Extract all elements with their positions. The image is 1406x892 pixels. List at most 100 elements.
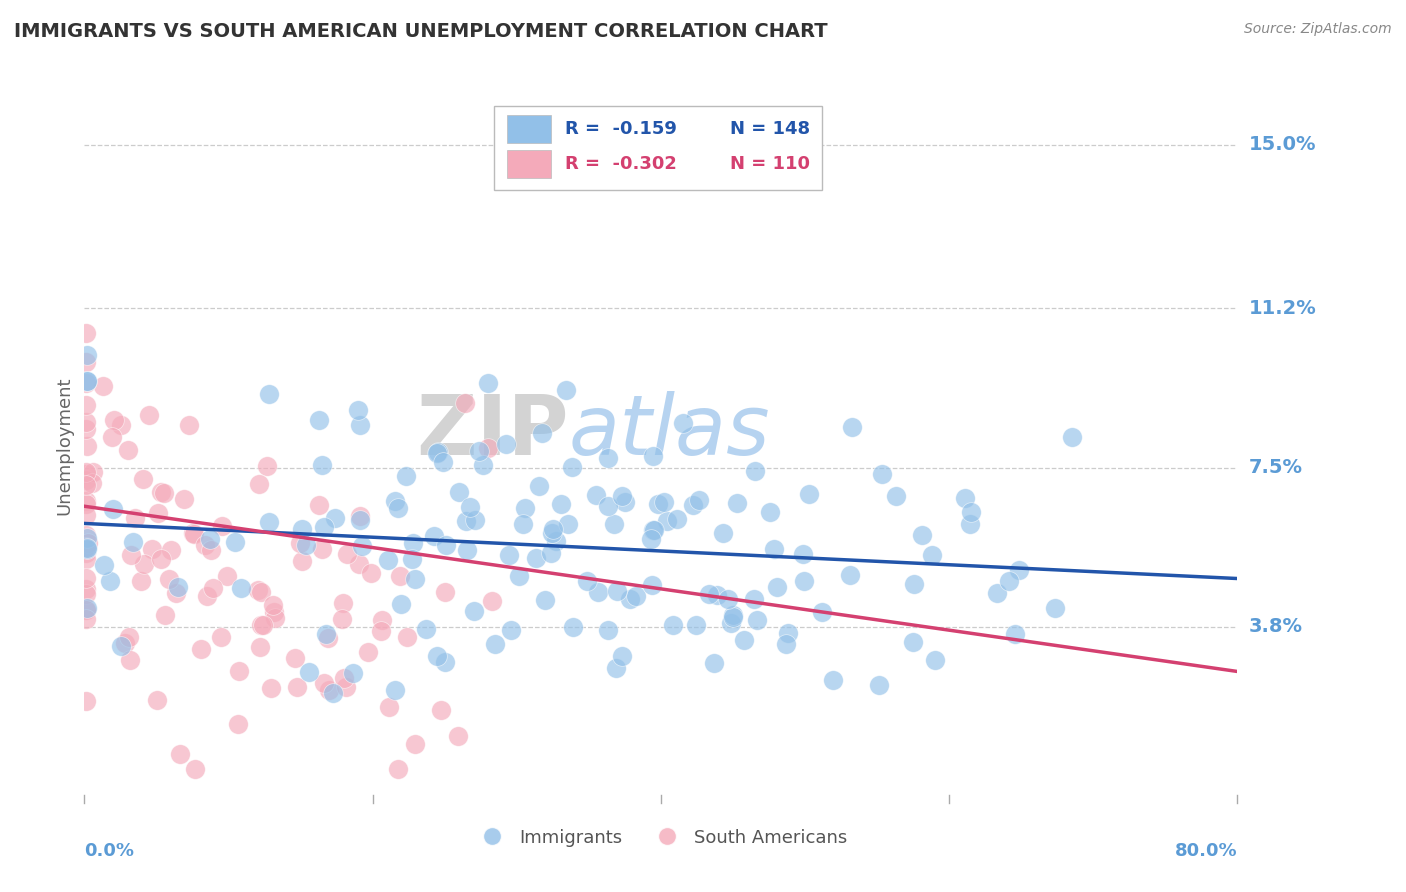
Point — [550, 498, 572, 512]
Point — [75, 694, 97, 708]
Point — [1008, 563, 1031, 577]
Point — [229, 581, 252, 595]
Point — [703, 656, 725, 670]
Text: 11.2%: 11.2% — [1249, 299, 1316, 318]
Point — [263, 611, 285, 625]
Point — [463, 604, 485, 618]
Point — [378, 700, 401, 714]
Point — [257, 515, 280, 529]
Point — [540, 546, 562, 560]
Point — [467, 444, 489, 458]
Point — [285, 680, 308, 694]
Point — [513, 501, 536, 516]
Point — [82, 476, 104, 491]
Point — [426, 445, 449, 459]
Text: R =  -0.159: R = -0.159 — [565, 120, 678, 138]
Point — [291, 554, 314, 568]
Point — [585, 488, 607, 502]
Point — [745, 614, 768, 628]
Point — [561, 459, 583, 474]
Point — [596, 623, 619, 637]
Point — [720, 615, 742, 630]
Point — [98, 574, 121, 588]
Point — [524, 551, 547, 566]
Point — [603, 516, 626, 531]
Point — [471, 458, 494, 472]
Point — [402, 536, 425, 550]
Point — [141, 542, 163, 557]
Point — [868, 678, 890, 692]
Point — [349, 509, 371, 524]
Point — [76, 348, 98, 362]
Point — [77, 536, 100, 550]
Point — [456, 542, 478, 557]
Point — [484, 637, 506, 651]
Point — [901, 635, 924, 649]
Point — [75, 493, 97, 508]
Point — [454, 515, 477, 529]
Point — [384, 493, 406, 508]
Point — [75, 571, 97, 585]
Point — [101, 429, 124, 443]
Point — [183, 527, 205, 541]
Point — [252, 617, 274, 632]
Point — [335, 680, 357, 694]
Point — [766, 581, 789, 595]
Point — [454, 396, 477, 410]
Point — [312, 676, 335, 690]
Point — [647, 498, 669, 512]
Point — [118, 630, 141, 644]
Point — [654, 495, 676, 509]
Point — [75, 582, 97, 596]
Point — [742, 591, 765, 606]
Point — [986, 586, 1008, 600]
Point — [959, 516, 981, 531]
Point — [775, 637, 797, 651]
Point — [76, 531, 98, 545]
Point — [200, 543, 222, 558]
Point — [311, 458, 333, 472]
Point — [75, 508, 97, 523]
Point — [226, 717, 249, 731]
Point — [75, 376, 97, 390]
Point — [134, 557, 156, 571]
Point — [613, 495, 636, 509]
Text: Source: ZipAtlas.com: Source: ZipAtlas.com — [1244, 22, 1392, 37]
Point — [308, 413, 330, 427]
Point — [75, 587, 97, 601]
Point — [387, 500, 409, 515]
Point — [146, 692, 169, 706]
Point — [173, 492, 195, 507]
Point — [426, 446, 449, 460]
Point — [263, 605, 285, 619]
Point — [76, 541, 98, 556]
Point — [110, 418, 132, 433]
Point — [706, 588, 728, 602]
Point — [75, 354, 97, 368]
Point — [1045, 601, 1067, 615]
Point — [426, 648, 449, 663]
Point — [357, 645, 380, 659]
Point — [75, 467, 97, 482]
Point — [75, 541, 97, 555]
Text: atlas: atlas — [568, 391, 770, 472]
Point — [884, 489, 907, 503]
Point — [605, 661, 627, 675]
Point — [953, 491, 976, 506]
Point — [190, 642, 212, 657]
Point — [619, 592, 641, 607]
Point — [641, 523, 664, 537]
Point — [103, 502, 125, 516]
Point — [682, 498, 704, 512]
Point — [672, 416, 695, 430]
Point — [1004, 627, 1026, 641]
Point — [249, 640, 271, 654]
Point — [131, 574, 153, 588]
Point — [778, 625, 800, 640]
Legend: Immigrants, South Americans: Immigrants, South Americans — [467, 822, 855, 854]
Point — [122, 535, 145, 549]
Point — [75, 612, 97, 626]
Point — [543, 522, 565, 536]
Point — [711, 525, 734, 540]
Point — [433, 655, 456, 669]
